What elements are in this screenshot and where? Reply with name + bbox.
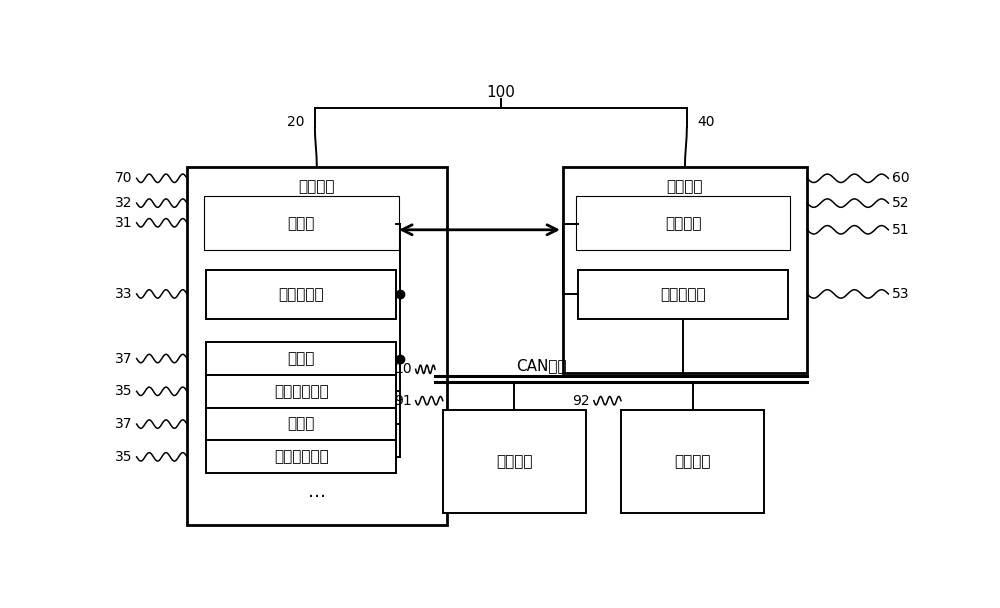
Text: 40: 40 xyxy=(698,115,715,129)
Text: 60: 60 xyxy=(892,171,910,185)
Text: 操作设备: 操作设备 xyxy=(299,179,335,194)
Bar xyxy=(578,199,788,249)
Text: 空调设备: 空调设备 xyxy=(674,454,711,469)
Bar xyxy=(206,375,396,408)
Text: 37: 37 xyxy=(115,351,133,365)
Text: 10: 10 xyxy=(394,362,412,376)
Text: 31: 31 xyxy=(115,216,133,230)
Bar xyxy=(621,410,764,513)
Text: 触摸板: 触摸板 xyxy=(288,216,315,232)
Text: 33: 33 xyxy=(115,287,133,301)
Text: 100: 100 xyxy=(486,85,515,100)
Text: 32: 32 xyxy=(115,196,133,210)
Bar xyxy=(187,167,447,525)
Text: 音频设备: 音频设备 xyxy=(496,454,533,469)
Text: 53: 53 xyxy=(892,287,910,301)
Text: 37: 37 xyxy=(115,417,133,431)
Bar xyxy=(578,269,788,319)
Bar xyxy=(206,199,396,249)
Bar xyxy=(204,196,399,250)
Text: 显示单元: 显示单元 xyxy=(665,216,701,232)
Text: 触觉通知部分: 触觉通知部分 xyxy=(274,384,329,399)
Text: 显示控制器: 显示控制器 xyxy=(660,286,706,302)
Text: 执行器: 执行器 xyxy=(288,416,315,432)
Bar xyxy=(206,269,396,319)
Text: 显示设备: 显示设备 xyxy=(667,179,703,194)
Bar xyxy=(206,342,396,375)
Bar xyxy=(563,167,807,373)
Text: 91: 91 xyxy=(394,393,412,408)
Text: 35: 35 xyxy=(115,450,133,464)
Text: CAN总线: CAN总线 xyxy=(516,359,567,373)
Text: 35: 35 xyxy=(115,384,133,398)
Text: …: … xyxy=(308,483,326,501)
Text: 触觉通知部分: 触觉通知部分 xyxy=(274,449,329,465)
Bar xyxy=(443,410,586,513)
Text: 92: 92 xyxy=(572,393,590,408)
Text: 70: 70 xyxy=(115,171,133,185)
Text: 20: 20 xyxy=(287,115,304,129)
Text: 52: 52 xyxy=(892,196,910,210)
Bar xyxy=(206,408,396,440)
Bar xyxy=(206,440,396,473)
Bar xyxy=(576,196,790,250)
Text: 51: 51 xyxy=(892,223,910,237)
Text: 操作控制器: 操作控制器 xyxy=(278,286,324,302)
Text: 执行器: 执行器 xyxy=(288,351,315,366)
